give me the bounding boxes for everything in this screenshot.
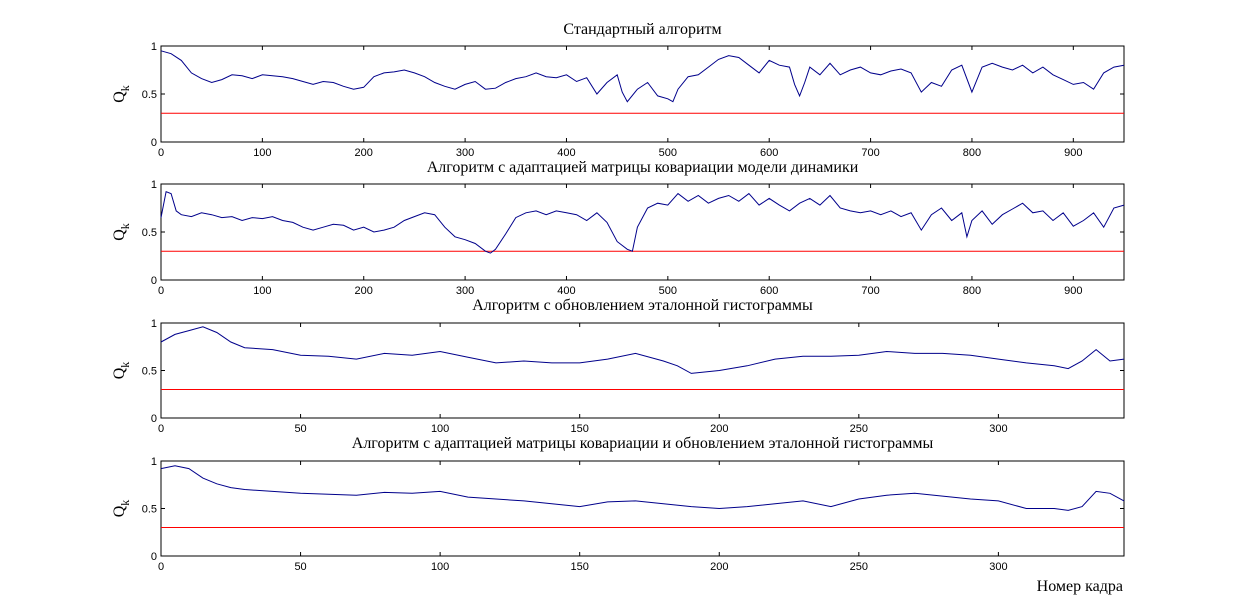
x-tick-label: 400: [557, 147, 575, 159]
x-tick-label: 600: [760, 147, 778, 159]
x-tick-label: 700: [861, 285, 879, 297]
axes-box: [160, 45, 1125, 143]
subplot-title: Алгоритм с обновлением эталонной гистогр…: [472, 297, 813, 314]
x-tick-label: 200: [710, 561, 728, 573]
x-tick-label: 500: [659, 147, 677, 159]
y-tick-label: 1: [151, 456, 157, 468]
series-line: [160, 465, 1125, 511]
x-tick-label: 300: [456, 285, 474, 297]
x-tick-label: 0: [158, 561, 164, 573]
subplot-2: Алгоритм с адаптацией матрицы ковариации…: [111, 159, 1125, 297]
x-tick-label: 250: [850, 561, 868, 573]
x-tick-label: 100: [431, 561, 449, 573]
x-tick-label: 200: [355, 285, 373, 297]
subplot-4: Алгоритм с адаптацией матрицы ковариации…: [111, 435, 1125, 573]
y-axis-label: Qk: [111, 362, 132, 380]
subplot-1: Стандартный алгоритм 0 100 200 300 400 500 600 7…: [111, 21, 1125, 159]
x-tick-label: 900: [1064, 147, 1082, 159]
x-axis-label: Номер кадра: [1037, 578, 1123, 595]
y-axis-label: Qk: [111, 500, 132, 518]
axes-box: [160, 322, 1125, 419]
y-tick-label: 1: [151, 41, 157, 53]
y-axis-label-main: Q: [111, 91, 128, 103]
x-tick-label: 150: [571, 423, 589, 435]
y-axis-label-sub: k: [118, 85, 132, 91]
series-line: [160, 191, 1125, 254]
x-tick-label: 300: [456, 147, 474, 159]
axes-box: [160, 183, 1125, 281]
y-axis-label-sub: k: [118, 500, 132, 506]
series-line: [160, 326, 1125, 374]
x-tick-label: 800: [963, 147, 981, 159]
x-tick-label: 500: [659, 285, 677, 297]
series-line: [160, 50, 1125, 103]
x-tick-label: 150: [571, 561, 589, 573]
y-axis-label: Qk: [111, 85, 132, 103]
x-tick-label: 50: [294, 561, 306, 573]
x-tick-label: 400: [557, 285, 575, 297]
y-axis-label-sub: k: [118, 362, 132, 368]
subplot-title: Алгоритм с адаптацией матрицы ковариации…: [352, 435, 934, 452]
x-tick-label: 0: [158, 285, 164, 297]
y-tick-label: 0.5: [142, 227, 157, 239]
x-tick-label: 0: [158, 423, 164, 435]
y-tick-label: 1: [151, 179, 157, 191]
subplot-title: Стандартный алгоритм: [563, 21, 721, 38]
x-tick-label: 100: [431, 423, 449, 435]
x-tick-label: 300: [989, 561, 1007, 573]
y-tick-label: 0: [151, 137, 157, 149]
x-tick-label: 250: [850, 423, 868, 435]
x-tick-label: 100: [253, 285, 271, 297]
y-tick-label: 0: [151, 275, 157, 287]
y-axis-label-sub: k: [118, 223, 132, 229]
x-tick-label: 300: [989, 423, 1007, 435]
axes-box: [160, 460, 1125, 557]
y-axis-label-main: Q: [111, 505, 128, 517]
x-tick-label: 900: [1064, 285, 1082, 297]
x-tick-label: 50: [294, 423, 306, 435]
y-tick-label: 0.5: [142, 366, 157, 378]
x-tick-label: 200: [710, 423, 728, 435]
x-tick-label: 200: [355, 147, 373, 159]
subplot-3: Алгоритм с обновлением эталонной гистогр…: [111, 297, 1125, 435]
x-tick-label: 800: [963, 285, 981, 297]
y-tick-label: 0: [151, 551, 157, 563]
x-tick-label: 700: [861, 147, 879, 159]
y-tick-label: 0.5: [142, 89, 157, 101]
x-tick-label: 100: [253, 147, 271, 159]
y-tick-label: 0.5: [142, 504, 157, 516]
y-tick-label: 0: [151, 413, 157, 425]
x-tick-label: 600: [760, 285, 778, 297]
x-tick-label: 0: [158, 147, 164, 159]
y-tick-label: 1: [151, 318, 157, 330]
subplot-title: Алгоритм с адаптацией матрицы ковариации…: [427, 159, 859, 176]
y-axis-label-main: Q: [111, 229, 128, 241]
y-axis-label-main: Q: [111, 367, 128, 379]
y-axis-label: Qk: [111, 223, 132, 241]
